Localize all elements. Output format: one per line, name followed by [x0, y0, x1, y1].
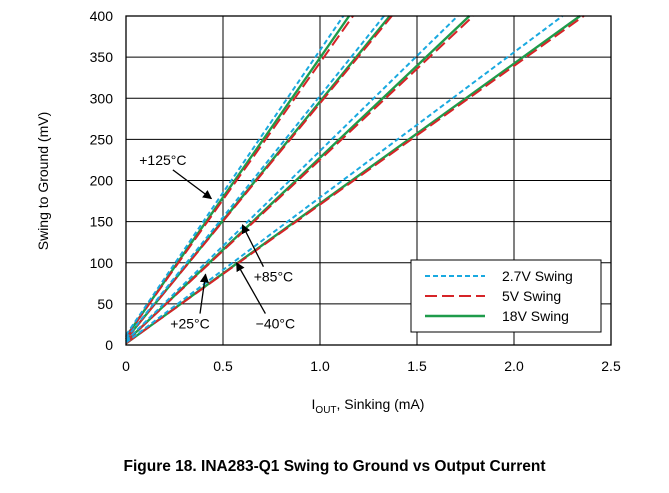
series-line-5v-swing: [125, 15, 393, 340]
series-line-2-7v-swing: [125, 15, 345, 336]
x-tick-label: 0.5: [213, 358, 233, 374]
y-tick-label: 50: [97, 296, 113, 312]
x-axis-title-subscript: OUT: [315, 405, 336, 416]
temperature-label: −40°C: [256, 316, 295, 332]
x-tick-label: 1.0: [310, 358, 330, 374]
y-tick-label: 350: [90, 49, 114, 65]
temperature-annotations: +125°C +85°C +25°C −40°C: [139, 152, 295, 332]
y-tick-label: 250: [90, 131, 114, 147]
temperature-label: +25°C: [170, 316, 209, 332]
series-line-18v-swing: [125, 15, 351, 338]
y-tick-label: 0: [105, 337, 113, 353]
y-tick-label: 400: [90, 8, 114, 24]
legend-label: 18V Swing: [502, 308, 569, 324]
annotation-arrow: [199, 273, 209, 314]
x-axis-title-main: I: [312, 396, 316, 412]
tick-labels: 0 0.5 1.0 1.5 2.0 2.5 0 50 100 150 200 250 300 350 400: [90, 8, 621, 374]
series-line-2-7v-swing: [125, 15, 459, 342]
temperature-label: +125°C: [139, 152, 186, 168]
legend-label: 5V Swing: [502, 288, 561, 304]
series-lines: [125, 15, 585, 345]
annotation-arrow: [241, 224, 265, 267]
legend: 2.7V Swing 5V Swing 18V Swing: [410, 259, 602, 333]
series-line-5v-swing: [125, 15, 474, 343]
y-tick-label: 150: [90, 214, 114, 230]
annotation-arrow: [172, 169, 213, 200]
y-tick-label: 200: [90, 173, 114, 189]
series-line-5v-swing: [125, 15, 585, 345]
legend-label: 2.7V Swing: [502, 268, 573, 284]
x-tick-label: 0: [122, 358, 130, 374]
y-axis-title: Swing to Ground (mV): [35, 112, 51, 251]
x-axis-title: IOUT, Sinking (mA): [312, 396, 425, 416]
series-line-5v-swing: [125, 15, 354, 338]
x-axis-title-rest: , Sinking (mA): [337, 396, 425, 412]
y-tick-label: 100: [90, 255, 114, 271]
y-tick-label: 300: [90, 90, 114, 106]
x-tick-label: 1.5: [407, 358, 427, 374]
x-tick-label: 2.0: [504, 358, 524, 374]
plot-frame: [125, 15, 612, 346]
x-tick-label: 2.5: [601, 358, 621, 374]
series-line-2-7v-swing: [125, 15, 385, 340]
series-line-2-7v-swing: [125, 15, 564, 344]
figure-caption: Figure 18. INA283-Q1 Swing to Ground vs …: [123, 458, 546, 475]
annotation-arrow: [236, 261, 266, 314]
temperature-label: +85°C: [254, 269, 293, 285]
